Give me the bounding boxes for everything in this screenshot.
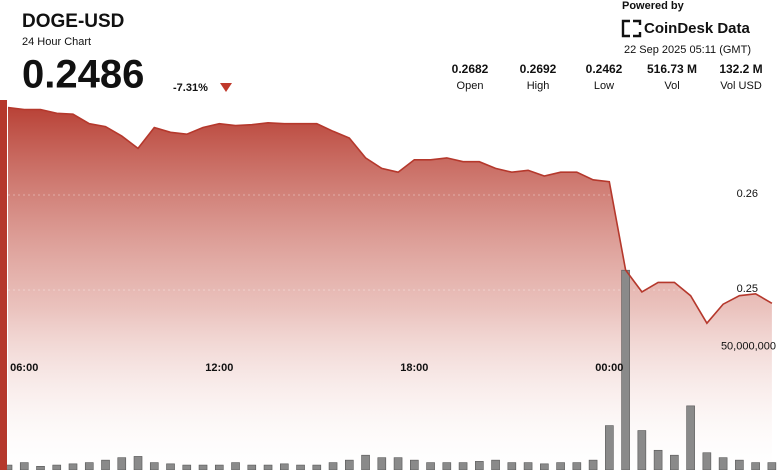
- volume-bar: [751, 462, 760, 470]
- stat-value: 516.73 M: [647, 62, 697, 76]
- volume-bar: [572, 462, 582, 470]
- volume-bar: [296, 464, 305, 470]
- volume-bar: [19, 462, 29, 470]
- logo-icon: [621, 19, 642, 38]
- volume-bar: [735, 459, 744, 470]
- volume-bar: [718, 457, 728, 470]
- volume-bar: [312, 464, 322, 470]
- volume-bar: [247, 464, 257, 470]
- volume-bar: [279, 463, 289, 470]
- stat-value: 0.2682: [452, 62, 489, 76]
- stat-label: Open: [457, 80, 484, 92]
- stat-value: 0.2692: [520, 62, 557, 76]
- volume-bar: [84, 462, 94, 470]
- volume-bar: [393, 457, 403, 470]
- volume-bar: [442, 462, 452, 470]
- powered-by: Powered by: [622, 0, 685, 12]
- volume-bar: [328, 462, 338, 470]
- stat-label: High: [527, 80, 550, 92]
- subtitle: 24 Hour Chart: [22, 36, 91, 48]
- left-accent: [0, 100, 7, 470]
- volume-bar: [345, 459, 354, 470]
- x-tick-label: 12:00: [205, 362, 233, 374]
- volume-bar: [637, 430, 647, 470]
- y-tick-label: 0.25: [737, 283, 758, 295]
- price-line: [7, 106, 773, 325]
- x-tick-label: 18:00: [400, 362, 428, 374]
- volume-bar: [556, 462, 565, 470]
- volume-bar: [653, 449, 663, 470]
- volume-bar: [133, 456, 143, 470]
- volume-bar: [231, 462, 240, 470]
- volume-bar: [68, 463, 78, 470]
- price: 0.2486: [22, 53, 144, 97]
- volume-bar: [588, 459, 598, 470]
- volume-bar: [117, 457, 127, 470]
- y-tick-label: 0.26: [737, 188, 758, 200]
- volume-bar: [149, 462, 159, 470]
- volume-bar: [263, 464, 273, 470]
- volume-bar: [410, 459, 419, 470]
- volume-bar: [605, 425, 614, 470]
- x-tick-label: 00:00: [595, 362, 623, 374]
- y2-tick-label: 50,000,000: [721, 341, 776, 353]
- stat-label: Vol USD: [720, 80, 762, 92]
- plot-area: 0.25 0.26 50,000,000 06:00 12:00 18:00 00:00: [3, 106, 780, 470]
- volume-bar: [507, 462, 517, 470]
- volume-bar: [377, 457, 387, 470]
- down-arrow: [220, 83, 232, 92]
- volume-bar: [198, 464, 208, 470]
- stat-value: 0.2462: [586, 62, 623, 76]
- volume-bar: [166, 463, 175, 470]
- stat-value: 132.2 M: [719, 62, 762, 76]
- volume-bar: [182, 464, 192, 470]
- volume-bar: [52, 464, 62, 470]
- timestamp: 22 Sep 2025 05:11 (GMT): [624, 44, 751, 56]
- volume-bar: [426, 462, 435, 470]
- stats: 0.2682 Open 0.2692 High 0.2462 Low 516.73 M Vol…: [452, 62, 763, 92]
- chart-title: DOGE-USD: [22, 11, 124, 32]
- volume-bar: [361, 454, 370, 470]
- volume-bar: [36, 465, 45, 470]
- volume-bar: [491, 459, 500, 470]
- volume-bar: [475, 461, 484, 470]
- volume-bar: [702, 452, 712, 470]
- stat-label: Low: [594, 80, 614, 92]
- price-area: [8, 107, 772, 470]
- volume-bar: [670, 454, 679, 470]
- volume-bar: [540, 463, 549, 470]
- change: -7.31%: [173, 82, 208, 94]
- volume-bar: [686, 405, 695, 470]
- volume-bar: [458, 462, 468, 470]
- stat-label: Vol: [664, 80, 679, 92]
- logo-text: CoinDesk Data: [644, 20, 751, 37]
- volume-bar: [523, 462, 533, 470]
- volume-bar: [767, 462, 777, 470]
- x-tick-label: 06:00: [10, 362, 38, 374]
- volume-bar: [101, 459, 110, 470]
- volume-bar: [214, 464, 224, 470]
